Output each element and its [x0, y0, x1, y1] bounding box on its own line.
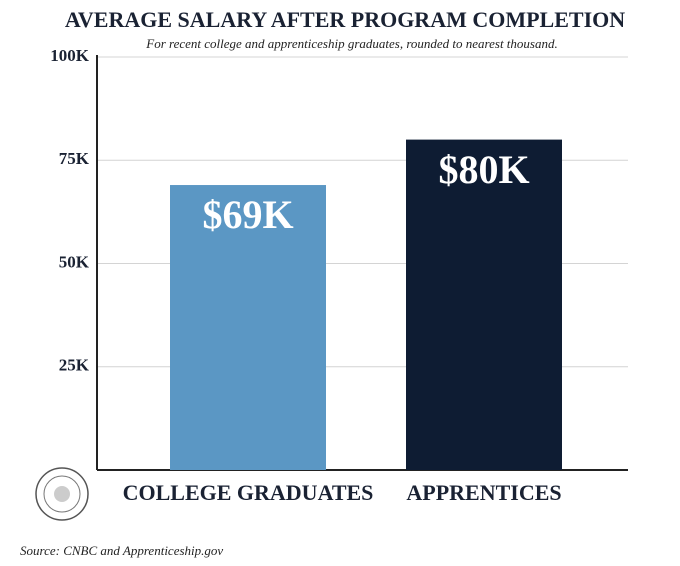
value-label: $80K — [438, 147, 529, 192]
x-tick-label: COLLEGE GRADUATES — [123, 480, 374, 505]
y-tick-label: 75K — [59, 149, 90, 168]
y-tick-label: 25K — [59, 356, 90, 375]
x-tick-label: APPRENTICES — [406, 480, 561, 505]
y-tick-label: 50K — [59, 252, 90, 271]
chart-title: AVERAGE SALARY AFTER PROGRAM COMPLETION — [65, 7, 625, 32]
value-label: $69K — [202, 192, 293, 237]
bar — [170, 185, 326, 470]
seal — [35, 467, 89, 521]
y-tick-label: 100K — [50, 46, 90, 65]
chart-subtitle: For recent college and apprenticeship gr… — [145, 36, 557, 51]
source: Source: CNBC and Apprenticeship.gov — [20, 543, 223, 558]
bar — [406, 139, 562, 470]
